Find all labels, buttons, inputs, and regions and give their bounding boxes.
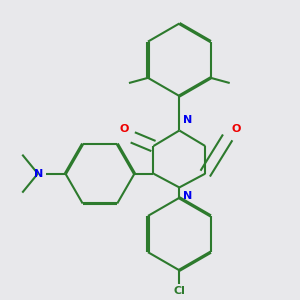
Text: N: N xyxy=(34,169,44,178)
Text: O: O xyxy=(232,124,241,134)
Text: O: O xyxy=(119,124,129,134)
Text: Cl: Cl xyxy=(173,286,185,296)
Text: N: N xyxy=(184,115,193,125)
Text: N: N xyxy=(184,191,193,201)
